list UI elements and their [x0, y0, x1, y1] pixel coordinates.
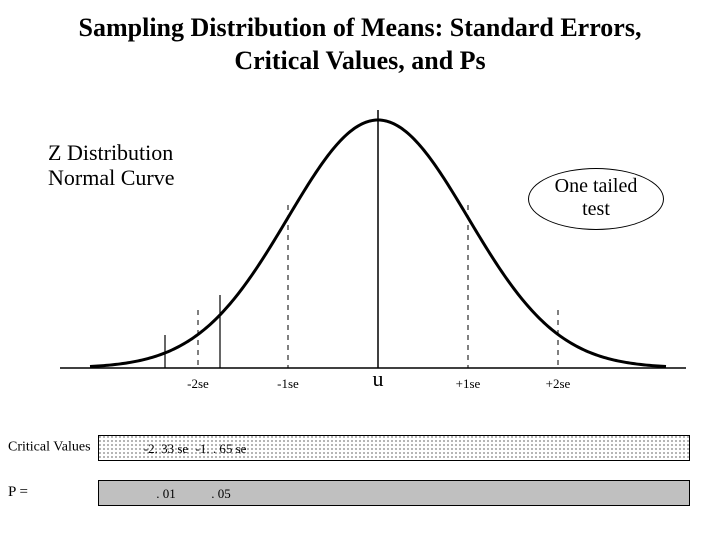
critical-values-bar: -2. 33 se -1. . 65 se	[98, 435, 690, 461]
oval-line: One tailed	[529, 175, 663, 198]
chart-subtitle: Z DistributionNormal Curve	[48, 140, 174, 191]
page-title: Sampling Distribution of Means: Standard…	[0, 0, 720, 77]
axis-label: +1se	[456, 376, 481, 392]
subtitle-line: Normal Curve	[48, 165, 174, 190]
row-value: -2. 33 se	[144, 441, 188, 457]
p-values-bar: . 01 . 05	[98, 480, 690, 506]
axis-label: u	[373, 366, 384, 392]
p-row: P = . 01. 05	[30, 480, 690, 506]
p-label: P =	[8, 485, 93, 501]
axis-label: -1se	[277, 376, 299, 392]
row-value: -1. . 65 se	[196, 441, 247, 457]
critical-values-row: Critical Values -2. 33 se-1. . 65 se	[30, 435, 690, 461]
subtitle-line: Z Distribution	[48, 140, 174, 165]
oval-line: test	[529, 198, 663, 221]
row-value: . 01	[156, 486, 176, 502]
row-value: . 05	[211, 486, 231, 502]
one-tailed-oval: One tailedtest	[528, 168, 664, 230]
axis-label: +2se	[546, 376, 571, 392]
axis-label: -2se	[187, 376, 209, 392]
critical-values-label: Critical Values	[8, 441, 93, 456]
